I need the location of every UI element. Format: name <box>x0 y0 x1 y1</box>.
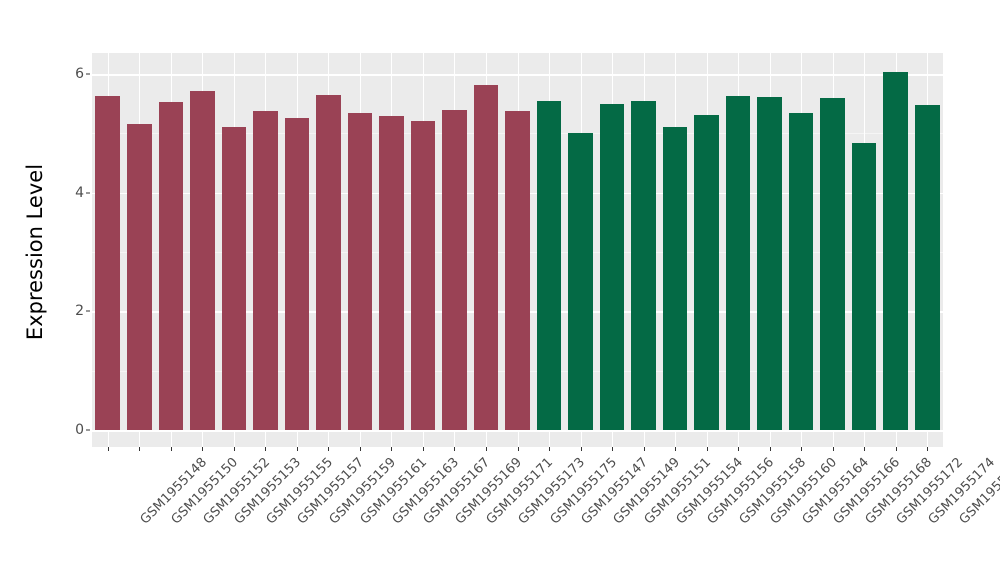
bar[interactable] <box>536 100 562 430</box>
x-tick-mark <box>517 447 519 451</box>
bar[interactable] <box>473 85 499 430</box>
y-tick-mark <box>86 310 90 312</box>
x-tick-mark <box>328 447 330 451</box>
bar[interactable] <box>253 111 278 430</box>
x-tick-mark <box>107 447 109 451</box>
bar[interactable] <box>347 112 373 430</box>
x-tick-mark <box>643 447 645 451</box>
x-tick-mark <box>769 447 771 451</box>
y-axis-title: Expression Level <box>23 163 47 341</box>
bar[interactable] <box>757 97 782 430</box>
bar[interactable] <box>631 100 656 430</box>
x-tick-mark <box>864 447 866 451</box>
y-tick-label: 2 <box>75 303 84 320</box>
bar[interactable] <box>221 126 247 430</box>
x-tick-mark <box>832 447 834 451</box>
x-tick-mark <box>265 447 267 451</box>
y-tick-mark <box>86 429 90 431</box>
bar[interactable] <box>284 117 310 430</box>
bar[interactable] <box>505 110 530 430</box>
x-tick-mark <box>927 447 929 451</box>
bar[interactable] <box>725 95 751 430</box>
bar[interactable] <box>914 104 940 430</box>
bar[interactable] <box>662 127 688 430</box>
bar[interactable] <box>820 98 845 430</box>
bar[interactable] <box>694 114 719 430</box>
bar[interactable] <box>190 90 215 430</box>
bar[interactable] <box>95 95 121 430</box>
bar[interactable] <box>379 115 404 430</box>
x-tick-mark <box>202 447 204 451</box>
x-tick-mark <box>801 447 803 451</box>
bar[interactable] <box>568 132 593 430</box>
x-tick-mark <box>485 447 487 451</box>
bar[interactable] <box>883 72 908 430</box>
x-tick-mark <box>895 447 897 451</box>
x-tick-mark <box>422 447 424 451</box>
y-tick-mark <box>86 192 90 194</box>
x-tick-mark <box>233 447 235 451</box>
plot-panel <box>92 53 943 447</box>
x-tick-mark <box>580 447 582 451</box>
bar[interactable] <box>599 103 625 430</box>
bar[interactable] <box>316 94 341 430</box>
x-tick-mark <box>296 447 298 451</box>
bar[interactable] <box>851 142 877 430</box>
y-tick-label: 0 <box>75 422 84 438</box>
x-tick-mark <box>170 447 172 451</box>
y-axis-ticks: 0 2 4 6 <box>58 0 84 580</box>
bar[interactable] <box>410 121 436 430</box>
x-tick-mark <box>139 447 141 451</box>
x-tick-mark <box>359 447 361 451</box>
x-tick-mark <box>612 447 614 451</box>
x-tick-mark <box>391 447 393 451</box>
x-tick-mark <box>738 447 740 451</box>
bar[interactable] <box>788 112 814 430</box>
y-tick-label: 4 <box>75 184 84 201</box>
y-tick-mark <box>86 73 90 75</box>
x-tick-mark <box>549 447 551 451</box>
x-tick-mark <box>454 447 456 451</box>
x-tick-mark <box>675 447 677 451</box>
bar[interactable] <box>442 110 467 430</box>
bar[interactable] <box>158 102 184 430</box>
bar[interactable] <box>126 124 152 430</box>
y-tick-label: 6 <box>75 66 84 82</box>
x-tick-mark <box>706 447 708 451</box>
